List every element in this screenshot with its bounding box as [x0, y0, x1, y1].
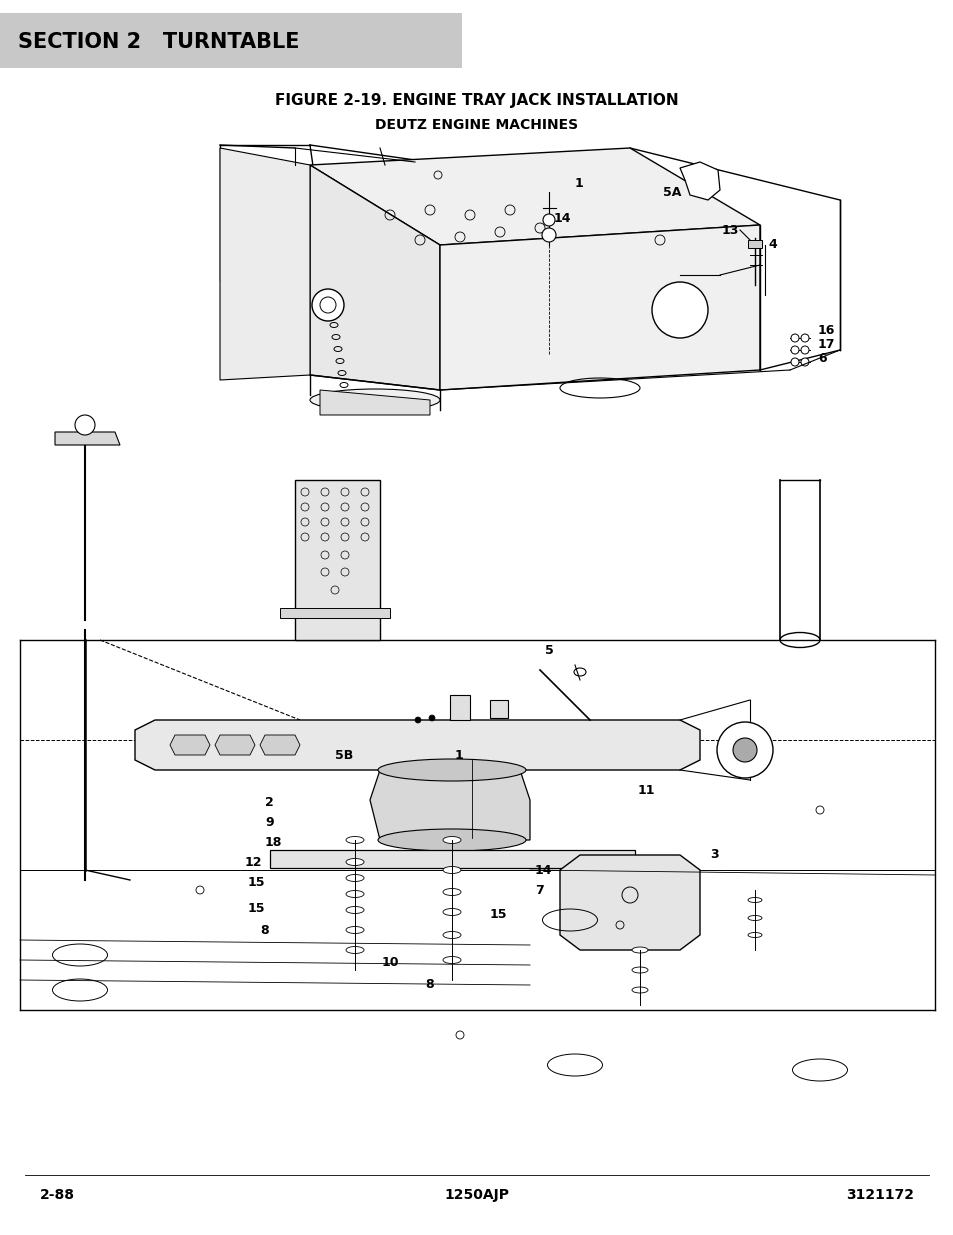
- Polygon shape: [260, 735, 299, 755]
- Polygon shape: [490, 700, 507, 718]
- Circle shape: [542, 214, 555, 226]
- Polygon shape: [319, 390, 430, 415]
- Circle shape: [801, 346, 808, 354]
- Text: 18: 18: [265, 836, 282, 850]
- Ellipse shape: [631, 967, 647, 973]
- Circle shape: [651, 282, 707, 338]
- Polygon shape: [310, 148, 760, 245]
- Text: 3: 3: [709, 848, 718, 862]
- Text: 5: 5: [544, 643, 553, 657]
- Text: 8: 8: [260, 924, 269, 936]
- Ellipse shape: [442, 888, 460, 895]
- Polygon shape: [135, 720, 700, 769]
- Polygon shape: [55, 432, 120, 445]
- Text: 10: 10: [381, 956, 399, 969]
- Text: 1: 1: [455, 748, 463, 762]
- Polygon shape: [370, 769, 530, 840]
- Text: 15: 15: [490, 909, 507, 921]
- Ellipse shape: [346, 858, 364, 866]
- Polygon shape: [747, 240, 761, 248]
- Text: 9: 9: [265, 816, 274, 830]
- Text: 14: 14: [535, 863, 552, 877]
- Text: 8: 8: [424, 978, 434, 992]
- Ellipse shape: [346, 926, 364, 934]
- Text: 11: 11: [638, 783, 655, 797]
- Ellipse shape: [631, 987, 647, 993]
- Ellipse shape: [346, 906, 364, 914]
- Polygon shape: [559, 855, 700, 950]
- Polygon shape: [280, 608, 390, 618]
- Ellipse shape: [346, 874, 364, 882]
- Circle shape: [319, 296, 335, 312]
- Text: FIGURE 2-19. ENGINE TRAY JACK INSTALLATION: FIGURE 2-19. ENGINE TRAY JACK INSTALLATI…: [274, 93, 679, 107]
- Text: 1: 1: [575, 177, 583, 189]
- Ellipse shape: [631, 947, 647, 953]
- Polygon shape: [220, 148, 310, 380]
- Bar: [0, 14, 461, 68]
- Ellipse shape: [442, 931, 460, 939]
- Ellipse shape: [310, 389, 439, 411]
- Polygon shape: [294, 480, 379, 640]
- Polygon shape: [450, 695, 470, 720]
- Text: 2-88: 2-88: [40, 1188, 75, 1202]
- Ellipse shape: [747, 898, 761, 903]
- Ellipse shape: [442, 867, 460, 873]
- Text: 17: 17: [817, 337, 835, 351]
- Circle shape: [790, 333, 799, 342]
- Circle shape: [541, 228, 556, 242]
- Polygon shape: [270, 850, 635, 868]
- Text: 2: 2: [265, 797, 274, 809]
- Ellipse shape: [377, 829, 525, 851]
- Text: 5A: 5A: [662, 185, 680, 199]
- Ellipse shape: [346, 836, 364, 844]
- Polygon shape: [214, 735, 254, 755]
- Circle shape: [790, 346, 799, 354]
- Ellipse shape: [442, 909, 460, 915]
- Text: 12: 12: [245, 856, 262, 868]
- Circle shape: [801, 358, 808, 366]
- Text: 6: 6: [817, 352, 825, 364]
- Ellipse shape: [346, 946, 364, 953]
- Text: 16: 16: [817, 324, 835, 336]
- Polygon shape: [439, 225, 760, 390]
- Ellipse shape: [747, 932, 761, 937]
- Text: 7: 7: [535, 883, 543, 897]
- Ellipse shape: [747, 915, 761, 920]
- Circle shape: [732, 739, 757, 762]
- Circle shape: [312, 289, 344, 321]
- Circle shape: [790, 358, 799, 366]
- Ellipse shape: [442, 836, 460, 844]
- Polygon shape: [170, 735, 210, 755]
- Text: 3121172: 3121172: [845, 1188, 913, 1202]
- Text: 4: 4: [767, 237, 776, 251]
- Circle shape: [429, 715, 435, 721]
- Text: 13: 13: [721, 224, 739, 236]
- Text: 14: 14: [554, 211, 571, 225]
- Ellipse shape: [346, 890, 364, 898]
- Circle shape: [801, 333, 808, 342]
- Text: 5B: 5B: [335, 748, 353, 762]
- Circle shape: [415, 718, 420, 722]
- Ellipse shape: [377, 760, 525, 781]
- Text: 15: 15: [248, 876, 265, 888]
- Polygon shape: [679, 162, 720, 200]
- Ellipse shape: [442, 956, 460, 963]
- Text: SECTION 2   TURNTABLE: SECTION 2 TURNTABLE: [18, 32, 299, 52]
- Circle shape: [717, 722, 772, 778]
- Circle shape: [75, 415, 95, 435]
- Polygon shape: [310, 165, 439, 390]
- Text: 15: 15: [248, 902, 265, 914]
- Text: 1250AJP: 1250AJP: [444, 1188, 509, 1202]
- Text: DEUTZ ENGINE MACHINES: DEUTZ ENGINE MACHINES: [375, 119, 578, 132]
